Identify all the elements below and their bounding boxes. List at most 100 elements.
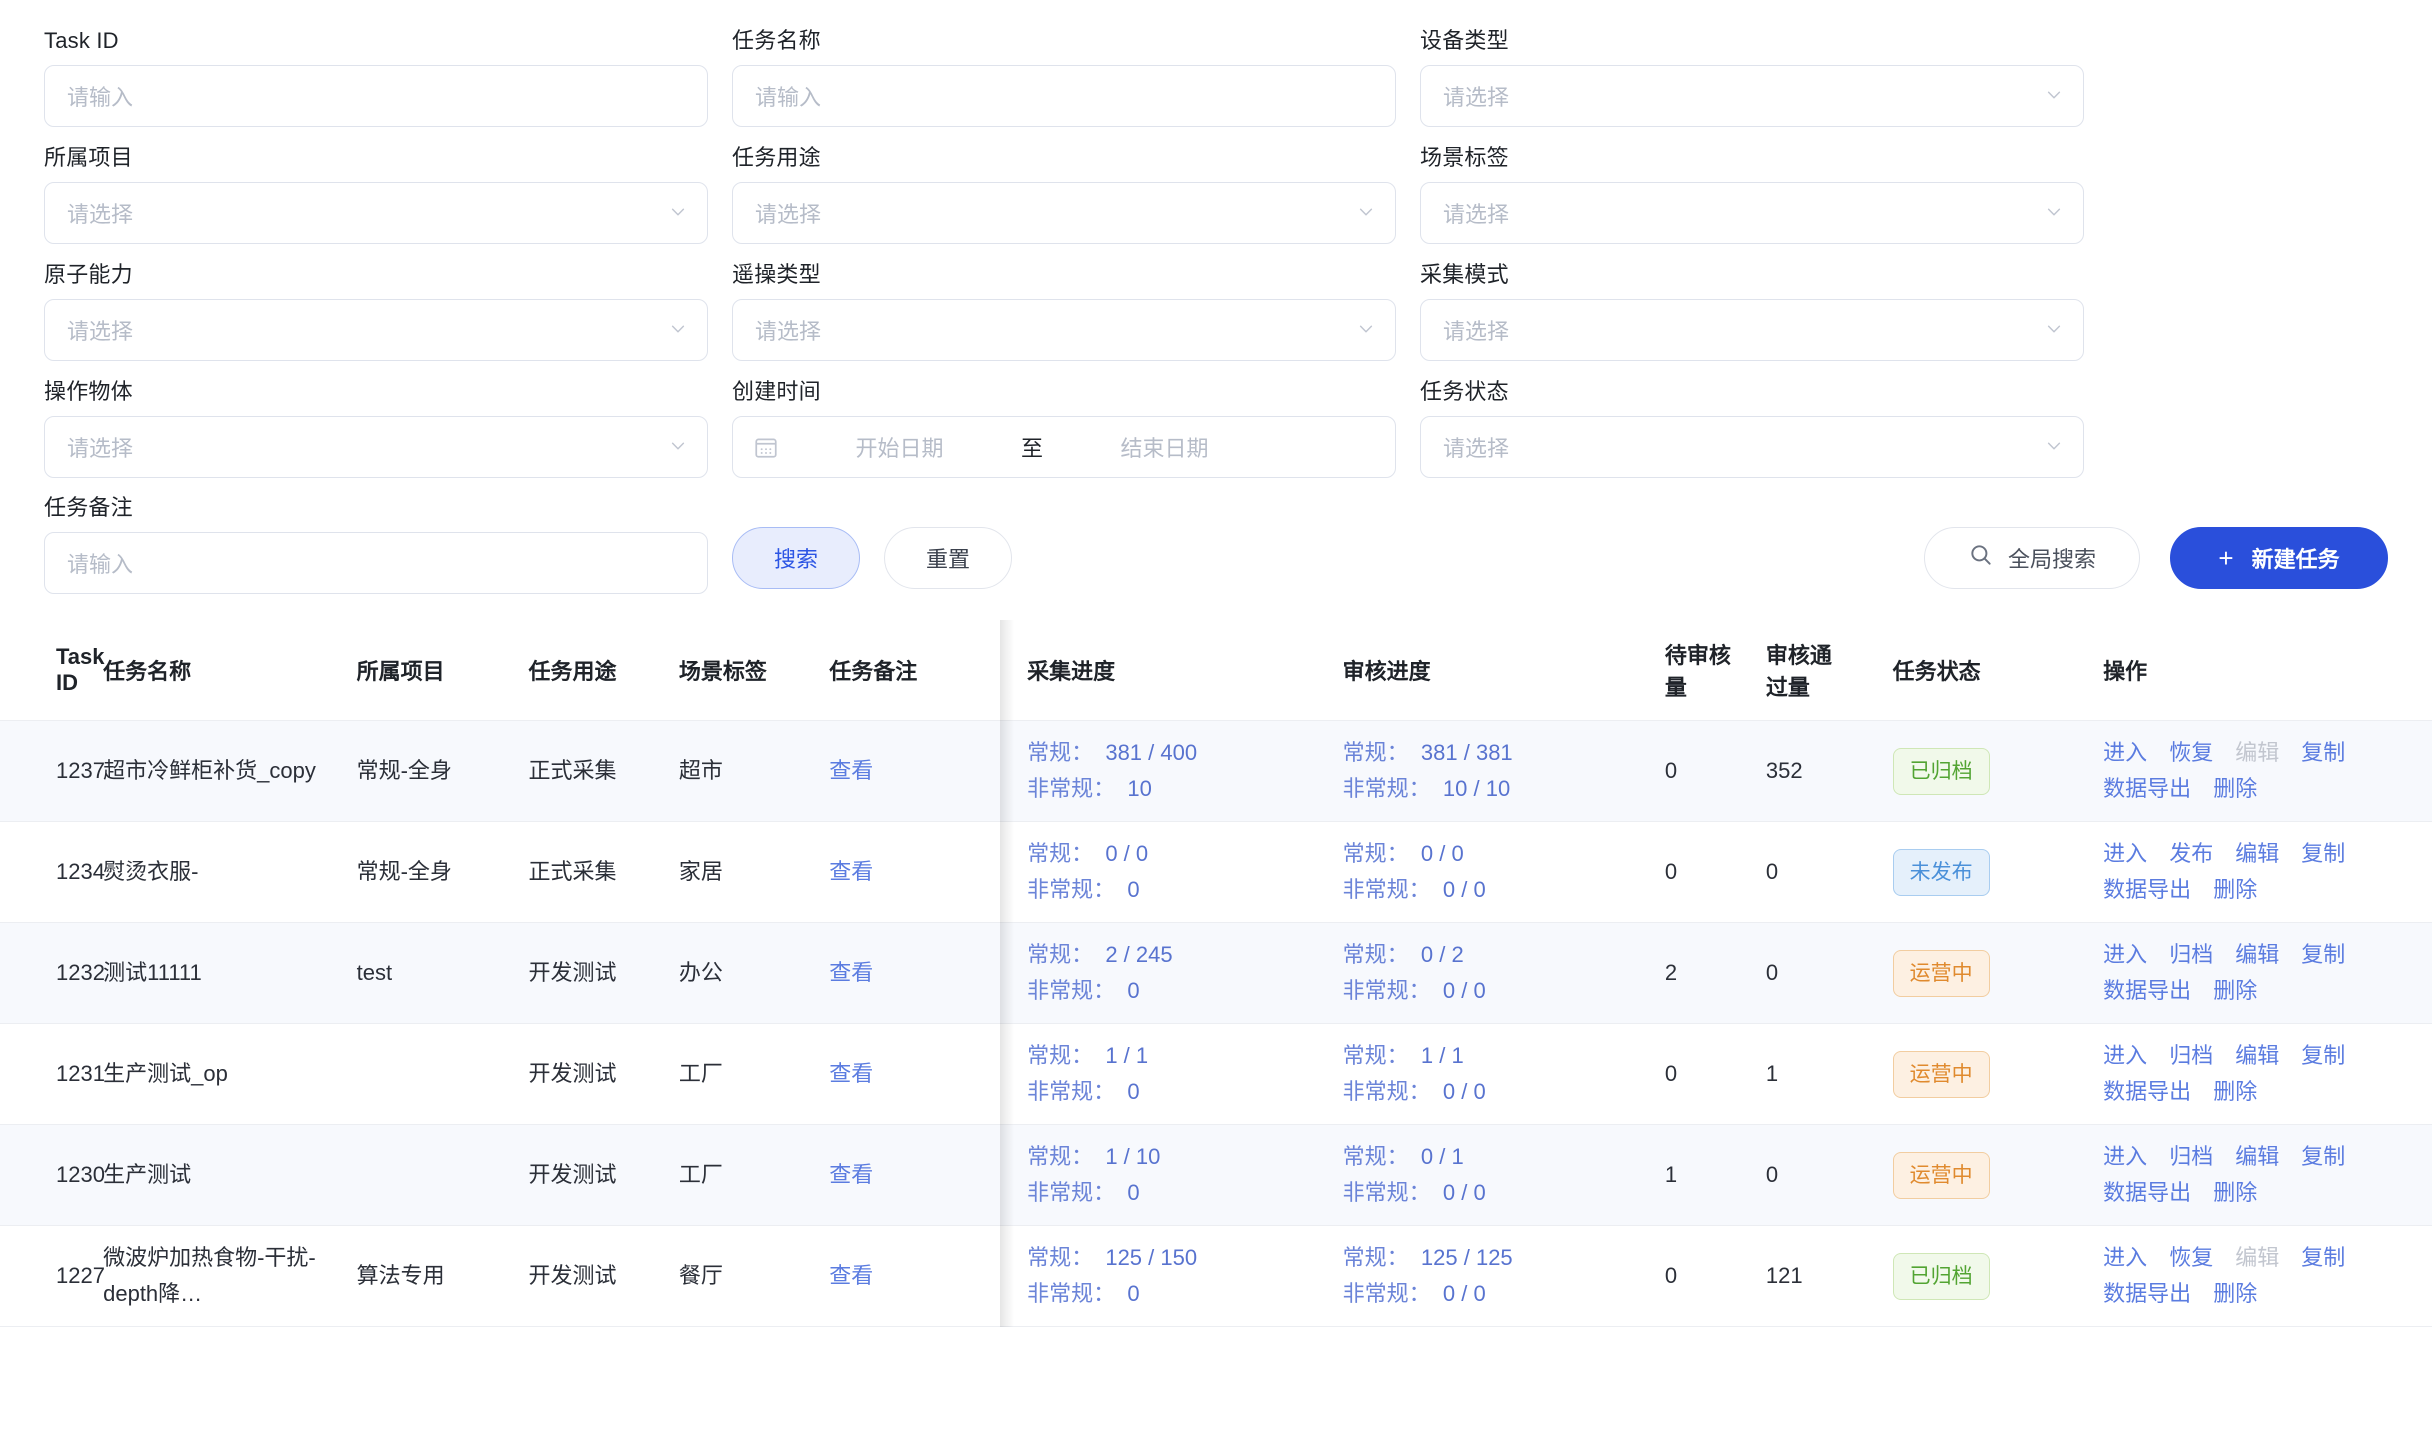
task-id-input[interactable]: 请输入 <box>44 65 708 127</box>
placeholder-text: 请选择 <box>67 319 134 344</box>
op-link[interactable]: 恢复 <box>2169 1245 2214 1270</box>
op-link[interactable]: 删除 <box>2213 1180 2258 1205</box>
op-link[interactable]: 进入 <box>2103 1245 2148 1270</box>
table-row[interactable]: 1237 超市冷鲜柜补货_copy 常规-全身 正式采集 超市 查看 常规： 381 / 4… <box>0 720 2432 822</box>
op-link[interactable]: 编辑 <box>2235 841 2280 866</box>
filter-action-row: 任务备注 请输入 搜索 重置 全局搜索 + 新建任务 <box>0 494 2432 594</box>
col-header-project[interactable]: 所属项目 <box>356 620 529 721</box>
create-time-picker[interactable]: 开始日期 至 结束日期 <box>732 416 1396 478</box>
op-link[interactable]: 复制 <box>2301 1144 2346 1169</box>
cell-status: 运营中 <box>1892 922 2104 1024</box>
view-remark-link[interactable]: 查看 <box>829 1061 874 1086</box>
op-link[interactable]: 进入 <box>2103 1043 2148 1068</box>
op-link[interactable]: 复制 <box>2301 841 2346 866</box>
op-link[interactable]: 删除 <box>2213 1281 2258 1306</box>
table-row[interactable]: 1234 熨烫衣服- 常规-全身 正式采集 家居 查看 常规： 0 / 0 非常规： 0 常规：… <box>0 821 2432 923</box>
col-header-audit[interactable]: 审核进度 <box>1342 620 1665 721</box>
col-header-status[interactable]: 任务状态 <box>1892 620 2104 721</box>
search-buttons: 搜索 重置 <box>732 527 1012 594</box>
task-name-input[interactable]: 请输入 <box>732 65 1396 127</box>
collect-normal-line: 常规： 2 / 245 <box>1027 937 1333 973</box>
op-link[interactable]: 数据导出 <box>2103 978 2192 1003</box>
op-link[interactable]: 复制 <box>2301 740 2346 765</box>
filter-field-task-name: 任务名称 请输入 <box>732 26 1396 127</box>
search-button[interactable]: 搜索 <box>732 527 860 589</box>
op-link[interactable]: 删除 <box>2213 1079 2258 1104</box>
view-remark-link[interactable]: 查看 <box>829 859 874 884</box>
table-row[interactable]: 1230 生产测试 开发测试 工厂 查看 常规： 1 / 10 非常规： 0 常规： 0 / … <box>0 1124 2432 1226</box>
op-link[interactable]: 复制 <box>2301 1043 2346 1068</box>
scene-tag-select[interactable]: 请选择 <box>1420 182 2084 244</box>
start-date-input[interactable]: 开始日期 <box>855 436 944 461</box>
audit-normal-value: 381 / 381 <box>1420 740 1513 765</box>
project-select[interactable]: 请选择 <box>44 182 708 244</box>
op-link[interactable]: 编辑 <box>2235 942 2280 967</box>
cell-status: 未发布 <box>1892 821 2104 923</box>
op-link[interactable]: 复制 <box>2301 1245 2346 1270</box>
view-remark-link[interactable]: 查看 <box>829 1263 874 1288</box>
end-date-input[interactable]: 结束日期 <box>1120 436 1209 461</box>
col-header-scene[interactable]: 场景标签 <box>678 620 830 721</box>
global-search-button[interactable]: 全局搜索 <box>1924 527 2140 589</box>
col-header-pending[interactable]: 待审核量 <box>1664 620 1766 721</box>
normal-label: 常规： <box>1027 841 1094 866</box>
device-type-select[interactable]: 请选择 <box>1420 65 2084 127</box>
op-link[interactable]: 编辑 <box>2235 1144 2280 1169</box>
table-row[interactable]: 1232 测试11111 test 开发测试 办公 查看 常规： 2 / 245 非常规： 0… <box>0 922 2432 1024</box>
new-task-button[interactable]: + 新建任务 <box>2170 527 2388 589</box>
col-header-purpose[interactable]: 任务用途 <box>528 620 679 721</box>
col-header-ops[interactable]: 操作 <box>2103 620 2432 721</box>
task-purpose-select[interactable]: 请选择 <box>732 182 1396 244</box>
op-link[interactable]: 归档 <box>2169 1043 2214 1068</box>
op-link[interactable]: 数据导出 <box>2103 1281 2192 1306</box>
status-badge: 已归档 <box>1892 747 1990 795</box>
op-link[interactable]: 数据导出 <box>2103 877 2192 902</box>
op-link[interactable]: 进入 <box>2103 841 2148 866</box>
col-header-remark[interactable]: 任务备注 <box>829 620 1002 721</box>
task-status-select[interactable]: 请选择 <box>1420 416 2084 478</box>
op-link[interactable]: 发布 <box>2169 841 2214 866</box>
cell-purpose: 开发测试 <box>528 922 679 1024</box>
collect-abnormal-line: 非常规： 0 <box>1027 1175 1333 1211</box>
collect-mode-select[interactable]: 请选择 <box>1420 299 2084 361</box>
chevron-down-icon <box>669 437 687 455</box>
col-header-name[interactable]: 任务名称 <box>103 620 357 721</box>
op-link[interactable]: 删除 <box>2213 776 2258 801</box>
col-header-collect[interactable]: 采集进度 <box>1001 620 1343 721</box>
view-remark-link[interactable]: 查看 <box>829 960 874 985</box>
op-link[interactable]: 归档 <box>2169 942 2214 967</box>
op-link[interactable]: 数据导出 <box>2103 1180 2192 1205</box>
collect-abnormal-value: 10 <box>1127 776 1152 801</box>
op-link[interactable]: 进入 <box>2103 1144 2148 1169</box>
op-link[interactable]: 归档 <box>2169 1144 2214 1169</box>
op-link[interactable]: 进入 <box>2103 740 2148 765</box>
op-link[interactable]: 编辑 <box>2235 1043 2280 1068</box>
col-header-task-id[interactable]: Task ID <box>0 620 105 721</box>
field-label: 任务状态 <box>1420 379 1509 404</box>
filter-field-task-remark: 任务备注 请输入 <box>44 493 708 594</box>
normal-label: 常规： <box>1342 1144 1409 1169</box>
abnormal-label: 非常规： <box>1342 1079 1431 1104</box>
op-link[interactable]: 数据导出 <box>2103 1079 2192 1104</box>
teleop-type-select[interactable]: 请选择 <box>732 299 1396 361</box>
op-link[interactable]: 进入 <box>2103 942 2148 967</box>
op-link[interactable]: 恢复 <box>2169 740 2214 765</box>
view-remark-link[interactable]: 查看 <box>829 758 874 783</box>
plus-icon: + <box>2218 543 2234 573</box>
collect-abnormal-value: 0 <box>1127 877 1140 902</box>
reset-button[interactable]: 重置 <box>884 527 1012 589</box>
op-link[interactable]: 数据导出 <box>2103 776 2192 801</box>
table-row[interactable]: 1231 生产测试_op 开发测试 工厂 查看 常规： 1 / 1 非常规： 0 常规： 1 … <box>0 1023 2432 1125</box>
op-link[interactable]: 删除 <box>2213 978 2258 1003</box>
chevron-down-icon <box>1357 320 1375 338</box>
col-header-passed[interactable]: 审核通过量 <box>1765 620 1893 721</box>
task-remark-input[interactable]: 请输入 <box>44 532 708 594</box>
audit-normal-line: 常规： 0 / 0 <box>1343 836 1655 872</box>
view-remark-link[interactable]: 查看 <box>829 1162 874 1187</box>
table-row[interactable]: 1227 微波炉加热食物-干扰-depth降… 算法专用 开发测试 餐厅 查看 常规： 12… <box>0 1225 2432 1327</box>
operated-object-select[interactable]: 请选择 <box>44 416 708 478</box>
op-link[interactable]: 复制 <box>2301 942 2346 967</box>
atomic-capability-select[interactable]: 请选择 <box>44 299 708 361</box>
cell-audit-progress: 常规： 381 / 381 非常规： 10 / 10 <box>1342 720 1665 822</box>
op-link[interactable]: 删除 <box>2213 877 2258 902</box>
